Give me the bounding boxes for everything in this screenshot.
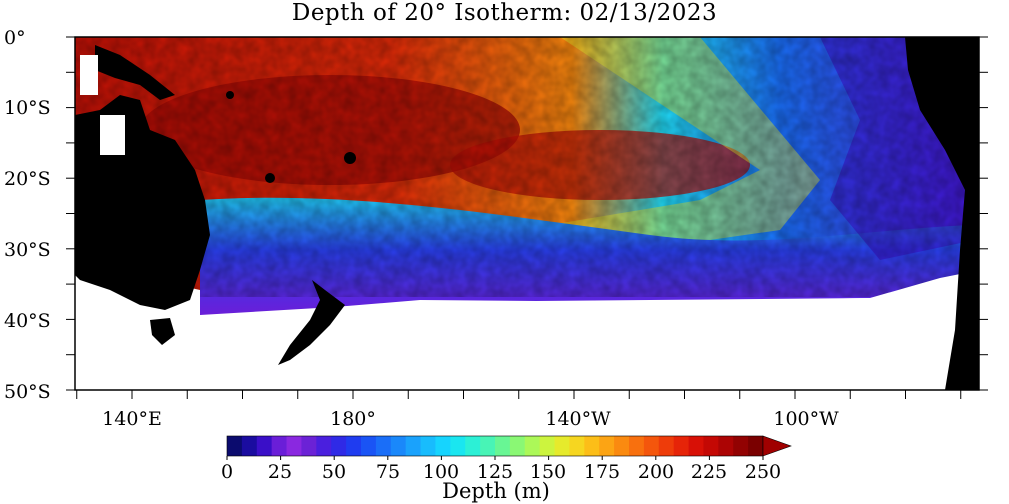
colorbar-swatch [524,436,541,456]
field-texture [75,37,979,297]
colorbar-overflow-arrow [762,435,792,457]
lat-label-20s: 20°S [4,168,51,190]
land-new-guinea [95,45,175,100]
colorbar-swatch [420,436,436,456]
colorbar-swatch [227,436,243,456]
lon-label-140e: 140°E [102,408,162,430]
colorbar-swatch [480,436,496,456]
colorbar-swatch [673,436,689,456]
lon-label-100w: 100°W [773,408,839,430]
colorbar-swatch [569,436,585,456]
land-new-zealand [278,280,345,365]
colorbar-swatch [718,436,734,456]
colorbar-swatch [271,436,287,456]
colorbar-swatch [450,436,466,456]
no-data-region [75,262,979,390]
colorbar-tick-0: 0 [220,461,234,483]
colorbar-tick-200: 200 [637,461,675,483]
lat-label-30s: 30°S [4,239,51,261]
lat-label-50s: 50°S [4,381,51,403]
no-data-patch-2 [100,115,125,155]
colorbar-tick-50: 50 [321,461,347,483]
lat-label-10s: 10°S [4,97,51,119]
colorbar-tick-150: 150 [529,461,567,483]
colorbar-swatch [495,436,511,456]
colorbar-swatch [301,436,317,456]
colorbar-swatch [509,436,526,456]
colorbar-swatch [346,436,362,456]
lon-label-140w: 140°W [545,408,611,430]
colorbar-swatch [658,436,675,456]
colorbar-swatch [241,436,258,456]
colorbar-swatch [703,436,719,456]
colorbar-swatch [405,436,421,456]
land-new-caledonia [265,173,275,183]
latitude-ticks [66,36,988,391]
colorbar-title: Depth (m) [442,479,550,503]
colorbar-swatch [748,436,764,456]
colorbar-swatch [539,436,555,456]
colorbar-tick-25: 25 [267,461,293,483]
map-title: Depth of 20° Isotherm: 02/13/2023 [291,0,718,26]
land-fiji [344,152,356,164]
colorbar-tick-250: 250 [744,461,782,483]
colorbar-swatch [584,436,600,456]
colorbar-swatch [435,436,451,456]
colorbar-swatch [614,436,630,456]
lat-label-0: 0° [4,27,26,49]
land-solomon-islands [226,91,234,99]
colorbar-swatch [643,436,660,456]
longitude-ticks [76,390,962,399]
colorbar-swatch [733,436,749,456]
colorbar-swatch [390,436,407,456]
colorbar [226,435,792,460]
colorbar-tick-75: 75 [375,461,401,483]
colorbar-swatch [331,436,347,456]
lat-label-40s: 40°S [4,310,51,332]
colorbar-tick-125: 125 [476,461,514,483]
depth-field [75,37,979,390]
colorbar-swatch [375,436,392,456]
colorbar-tick-175: 175 [583,461,621,483]
colorbar-swatch [286,436,302,456]
no-data-patch-1 [80,55,98,95]
colorbar-tick-225: 225 [690,461,728,483]
colorbar-swatch [361,436,377,456]
colorbar-tick-100: 100 [422,461,460,483]
colorbar-swatch [688,436,704,456]
land-south-america [905,37,979,390]
lon-label-180: 180° [330,408,376,430]
colorbar-swatch [256,436,273,456]
colorbar-swatch [465,436,481,456]
land-tasmania [150,318,175,345]
colorbar-swatch [554,436,570,456]
colorbar-swatch [629,436,645,456]
colorbar-swatch [316,436,332,456]
colorbar-swatch [599,436,615,456]
